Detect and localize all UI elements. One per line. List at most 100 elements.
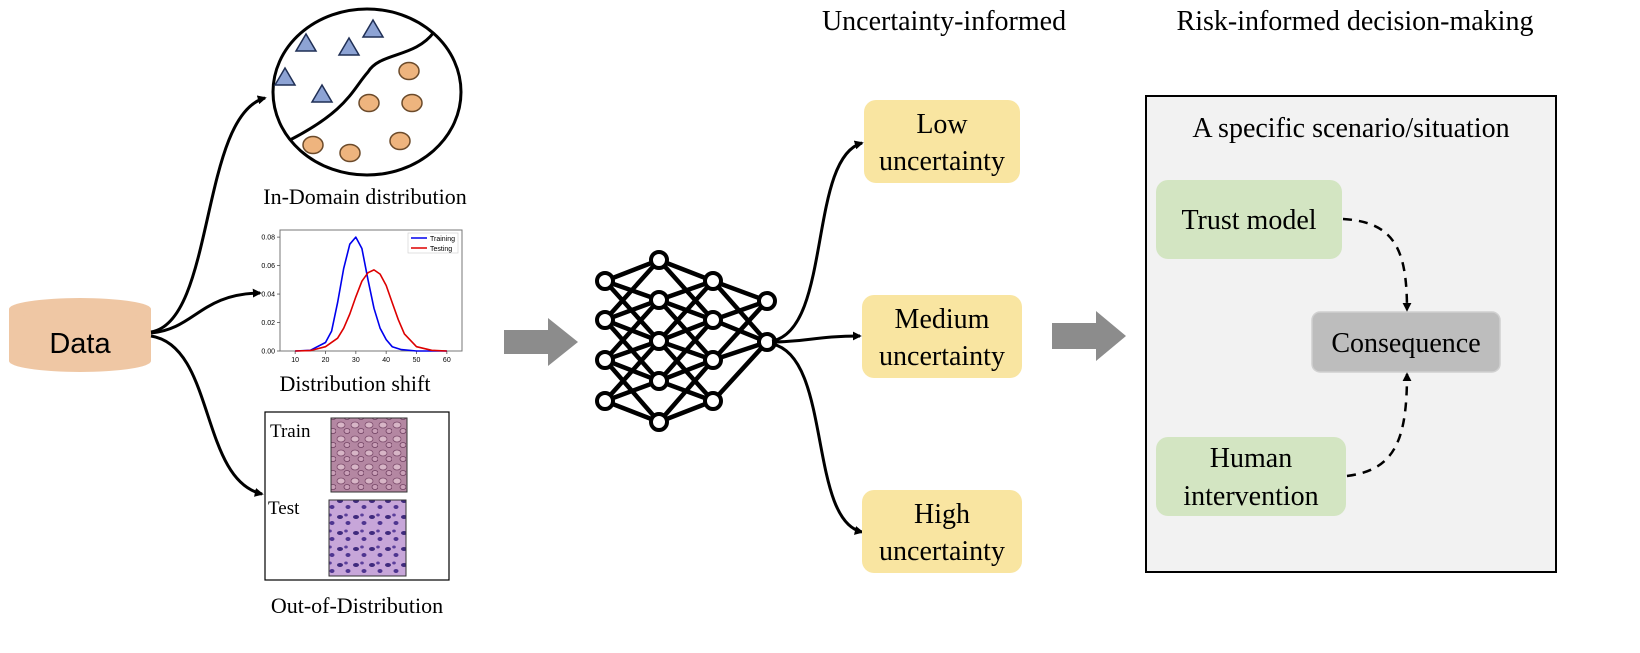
x-tick-label: 20 — [322, 357, 330, 364]
circle-marker — [339, 143, 361, 163]
distribution-shift-caption: Distribution shift — [280, 371, 431, 396]
low-uncertainty-box: Low uncertainty — [864, 100, 1020, 183]
arrow-to-low-uncertainty — [771, 140, 864, 343]
class-b-circles — [302, 61, 423, 163]
decision-boundary-curve — [289, 31, 436, 142]
y-tick-label: 0.02 — [261, 320, 275, 327]
arrow-to-high-uncertainty — [771, 342, 864, 535]
high-uncertainty-line1: High — [914, 499, 970, 530]
low-uncertainty-bg — [864, 100, 1020, 183]
network-edge — [603, 298, 661, 362]
chart-x-ticks: 10 20 30 40 50 60 — [291, 351, 451, 364]
network-edge — [657, 279, 715, 343]
header-uncertainty-informed: Uncertainty-informed — [822, 6, 1066, 37]
data-node: Data — [9, 298, 151, 372]
series-line-testing — [295, 269, 447, 352]
network-node — [703, 310, 723, 330]
chart-legend: Training Testing — [407, 232, 459, 254]
ood-train-label: Train — [270, 421, 311, 442]
high-uncertainty-box: High uncertainty — [862, 490, 1022, 573]
train-tissue-image — [330, 417, 408, 493]
network-node — [595, 391, 615, 411]
triangle-marker — [310, 83, 334, 103]
arrow-human-to-consequence — [1346, 372, 1412, 478]
x-tick-label: 50 — [413, 357, 421, 364]
ood-caption: Out-of-Distribution — [271, 593, 443, 618]
network-node — [703, 350, 723, 370]
arrow-data-to-shift — [150, 288, 262, 335]
circle-marker — [398, 61, 420, 81]
x-tick-label: 60 — [443, 357, 451, 364]
trust-model-bg — [1156, 180, 1342, 259]
human-intervention-line1: Human — [1210, 443, 1292, 474]
triangle-marker — [337, 36, 361, 56]
circle-marker — [358, 93, 380, 113]
network-edge — [603, 339, 661, 403]
triangle-marker — [294, 32, 318, 52]
in-domain-caption: In-Domain distribution — [263, 184, 466, 209]
network-node — [703, 271, 723, 291]
in-domain-illustration: In-Domain distribution — [263, 7, 467, 209]
network-node — [649, 250, 669, 270]
y-tick-label: 0.08 — [261, 235, 275, 242]
data-cylinder-bottom — [9, 350, 151, 372]
triangle-marker — [273, 66, 297, 86]
y-tick-label: 0.04 — [261, 292, 275, 299]
network-edge — [657, 318, 715, 383]
medium-uncertainty-line2: uncertainty — [879, 341, 1005, 372]
network-edge — [711, 340, 769, 403]
low-uncertainty-line2: uncertainty — [879, 146, 1005, 177]
ood-panel: Train Test Out-of-Distribution — [264, 411, 450, 618]
network-node — [649, 290, 669, 310]
circle-marker — [302, 135, 324, 155]
medium-uncertainty-bg — [862, 295, 1022, 378]
series-line-training — [295, 236, 447, 352]
chart-series — [295, 236, 447, 352]
scenario-title: A specific scenario/situation — [1192, 113, 1509, 144]
network-node — [649, 371, 669, 391]
circle-marker — [389, 131, 411, 151]
chart-y-ticks: 0.00 0.02 0.04 0.06 0.08 — [261, 235, 280, 356]
network-node — [595, 271, 615, 291]
class-a-triangles — [273, 18, 385, 103]
legend-training-label: Training — [430, 236, 455, 243]
high-uncertainty-bg — [862, 490, 1022, 573]
test-tissue-image — [328, 499, 407, 577]
in-domain-boundary — [271, 7, 463, 177]
data-label: Data — [49, 328, 111, 360]
arrow-data-to-ood — [150, 334, 264, 497]
distribution-shift-chart: 0.00 0.02 0.04 0.06 0.08 10 20 30 40 50 60 Traini… — [261, 229, 463, 396]
network-node — [649, 331, 669, 351]
x-tick-label: 30 — [352, 357, 360, 364]
block-arrow-to-network — [504, 318, 578, 366]
circle-marker — [401, 93, 423, 113]
scenario-panel: A specific scenario/situation Trust mode… — [1145, 95, 1557, 573]
header-risk-informed: Risk-informed decision-making — [1177, 6, 1534, 37]
high-uncertainty-line2: uncertainty — [879, 536, 1005, 567]
x-tick-label: 10 — [291, 357, 299, 364]
network-nodes — [595, 250, 777, 432]
consequence-bg — [1311, 311, 1501, 373]
network-node — [595, 350, 615, 370]
arrow-to-medium-uncertainty — [771, 331, 862, 344]
y-tick-label: 0.06 — [261, 263, 275, 270]
human-intervention-bg — [1156, 437, 1346, 516]
network-edge — [657, 358, 715, 424]
legend-testing-label: Testing — [430, 246, 452, 253]
network-node — [595, 310, 615, 330]
neural-network-icon — [595, 250, 777, 432]
low-uncertainty-line1: Low — [916, 109, 968, 140]
consequence-label: Consequence — [1331, 328, 1480, 359]
ood-test-label: Test — [268, 498, 300, 519]
human-intervention-line2: intervention — [1183, 481, 1318, 512]
medium-uncertainty-box: Medium uncertainty — [862, 295, 1022, 378]
y-tick-label: 0.00 — [261, 349, 275, 356]
network-node — [703, 391, 723, 411]
trust-model-label: Trust model — [1181, 205, 1316, 236]
network-edge — [603, 258, 661, 322]
network-connections — [603, 257, 769, 425]
triangle-marker — [361, 18, 385, 38]
medium-uncertainty-line1: Medium — [895, 304, 990, 335]
